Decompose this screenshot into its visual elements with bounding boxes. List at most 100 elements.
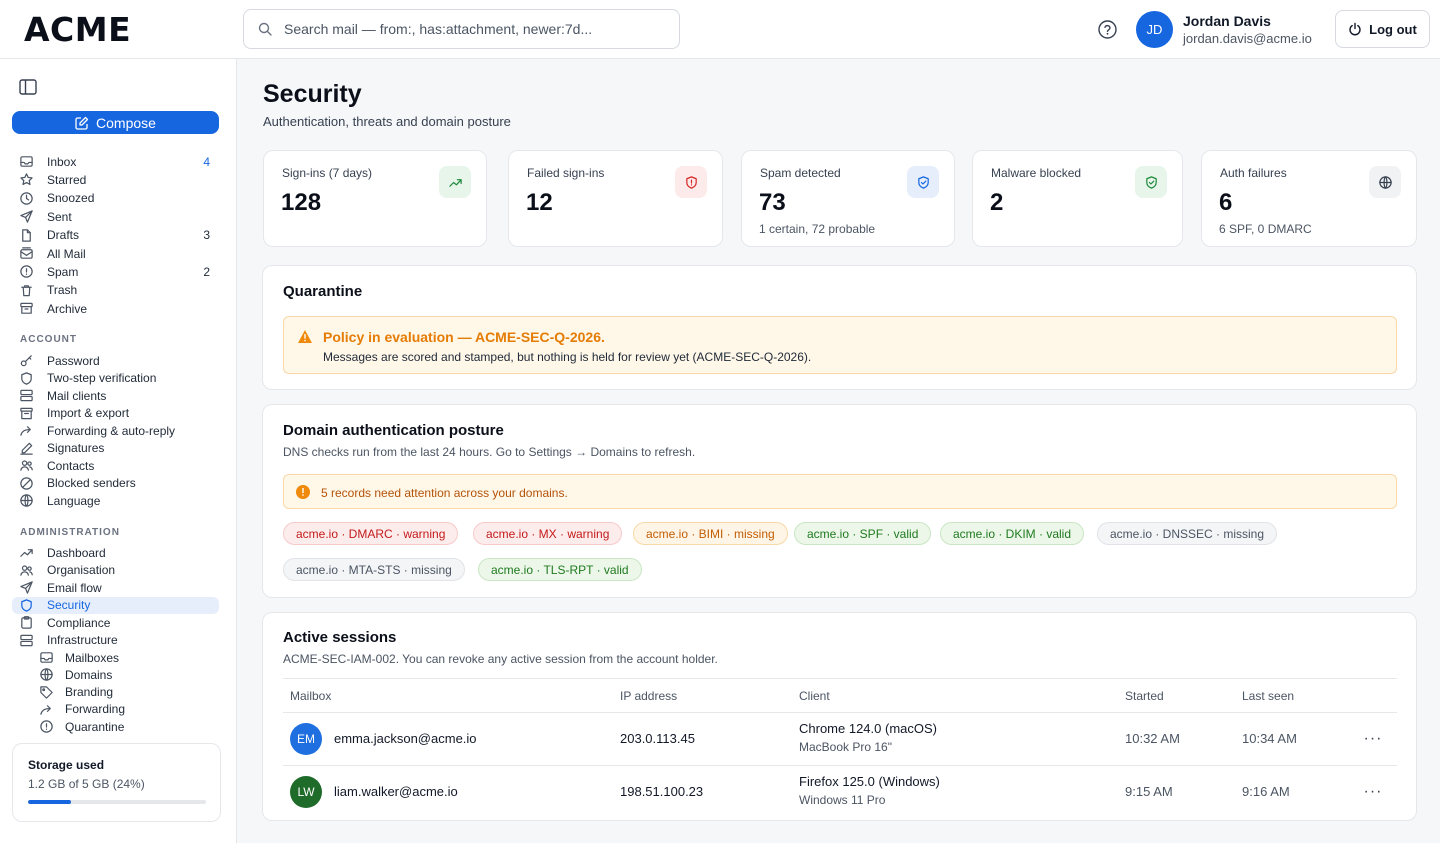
dns-record-chip[interactable]: acme.io · DMARC · warning: [283, 522, 459, 545]
info-icon: [296, 485, 310, 499]
logout-button[interactable]: Log out: [1335, 10, 1430, 48]
stat-value: 2: [990, 189, 1004, 216]
sidebar-item-contacts[interactable]: Contacts: [12, 457, 219, 474]
logout-label: Log out: [1369, 21, 1417, 37]
avatar: EM: [290, 723, 322, 755]
more-actions-icon[interactable]: ···: [1363, 730, 1383, 747]
sidebar-toggle-icon[interactable]: [19, 79, 37, 95]
acme-logo[interactable]: ACME: [24, 10, 132, 49]
storage-title: Storage used: [28, 758, 105, 772]
sidebar-item-label: Sent: [47, 209, 72, 224]
sidebar-item-domains[interactable]: Domains: [12, 666, 219, 683]
tag-icon: [39, 685, 54, 700]
sidebar-item-label: Email flow: [47, 580, 102, 595]
sidebar-item-label: Inbox: [47, 154, 77, 169]
sidebar-item-import-export[interactable]: Import & export: [12, 405, 219, 422]
sidebar-item-label: Language: [47, 493, 101, 508]
user-avatar[interactable]: JD: [1136, 11, 1173, 48]
stat-label: Malware blocked: [991, 166, 1082, 180]
compose-label: Compose: [96, 114, 156, 131]
globe-icon: [39, 667, 54, 682]
shield-check-icon: [1135, 166, 1167, 198]
globe-icon: [1369, 166, 1401, 198]
mailbox-cell[interactable]: emma.jackson@acme.io: [334, 731, 477, 746]
sidebar-item-trash[interactable]: Trash: [12, 282, 219, 299]
storage-bar-fill: [28, 800, 71, 804]
column-header-last-seen: Last seen: [1242, 689, 1295, 703]
sidebar-item-spam[interactable]: Spam 2: [12, 263, 219, 280]
sidebar-item-blocked-senders[interactable]: Blocked senders: [12, 475, 219, 492]
sidebar-item-security[interactable]: Security: [12, 596, 219, 614]
dns-record-chip[interactable]: acme.io · DKIM · valid: [940, 522, 1085, 545]
dns-record-chip[interactable]: acme.io · BIMI · missing: [633, 522, 788, 545]
sidebar-item-organisation[interactable]: Organisation: [12, 562, 219, 579]
sidebar-item-label: Starred: [47, 172, 87, 187]
quarantine-card: Quarantine Policy in evaluation — ACME-S…: [262, 265, 1417, 390]
stat-label: Sign-ins (7 days): [282, 166, 373, 180]
archive-box-icon: [19, 406, 34, 421]
sidebar-item-label: Domains: [65, 667, 113, 682]
sidebar-item-language[interactable]: Language: [12, 492, 219, 509]
dns-record-chip[interactable]: acme.io · TLS-RPT · valid: [478, 558, 642, 581]
sidebar-item-inbox[interactable]: Inbox 4: [12, 153, 219, 170]
user-name: Jordan Davis: [1183, 13, 1271, 29]
trend-icon: [19, 545, 34, 560]
search-box[interactable]: [243, 9, 680, 49]
stat-card-malware-blocked: Malware blocked 2: [972, 150, 1183, 247]
dns-record-chip[interactable]: acme.io · SPF · valid: [794, 522, 932, 545]
help-icon[interactable]: [1097, 19, 1118, 40]
sidebar-item-label: Mail clients: [47, 388, 107, 403]
column-header-client: Client: [799, 689, 830, 703]
search-input[interactable]: [284, 18, 664, 40]
mailbox-cell[interactable]: liam.walker@acme.io: [334, 784, 458, 799]
started-cell: 9:15 AM: [1125, 784, 1173, 799]
device-cell: MacBook Pro 16": [799, 740, 892, 754]
active-sessions-card: Active sessions ACME-SEC-IAM-002. You ca…: [262, 612, 1417, 821]
sidebar-item-dashboard[interactable]: Dashboard: [12, 544, 219, 561]
star-icon: [19, 172, 34, 187]
page-title: Security: [263, 80, 362, 108]
dns-record-chip[interactable]: acme.io · MTA-STS · missing: [283, 558, 465, 581]
more-actions-icon[interactable]: ···: [1363, 783, 1383, 800]
storage-card: Storage used 1.2 GB of 5 GB (24%): [12, 743, 221, 822]
dns-record-chip[interactable]: acme.io · DNSSEC · missing: [1097, 522, 1278, 545]
sidebar-item-quarantine[interactable]: Quarantine: [12, 718, 219, 735]
sidebar-item-starred[interactable]: Starred: [12, 171, 219, 188]
sidebar-item-signatures[interactable]: Signatures: [12, 440, 219, 457]
sidebar-item-branding[interactable]: Branding: [12, 684, 219, 701]
compose-button[interactable]: Compose: [12, 111, 219, 134]
stat-note: 1 certain, 72 probable: [759, 222, 876, 236]
sidebar-item-email-flow[interactable]: Email flow: [12, 579, 219, 596]
sidebar-item-infrastructure[interactable]: Infrastructure: [12, 632, 219, 649]
sidebar-item-forwarding-auto-reply[interactable]: Forwarding & auto-reply: [12, 422, 219, 439]
started-cell: 10:32 AM: [1125, 731, 1180, 746]
sidebar-item-sent[interactable]: Sent: [12, 208, 219, 225]
search-icon: [258, 22, 272, 36]
send-icon: [19, 580, 34, 595]
shield-alert-icon: [675, 166, 707, 198]
sidebar-item-snoozed[interactable]: Snoozed: [12, 190, 219, 207]
sidebar-item-password[interactable]: Password: [12, 352, 219, 369]
sidebar-item-two-step-verification[interactable]: Two-step verification: [12, 370, 219, 387]
dns-record-chip[interactable]: acme.io · MX · warning: [473, 522, 623, 545]
column-header-mailbox: Mailbox: [290, 689, 332, 703]
alert-circle-icon: [19, 264, 34, 279]
last-seen-cell: 9:16 AM: [1242, 784, 1290, 799]
avatar: LW: [290, 776, 322, 808]
user-email: jordan.davis@acme.io: [1183, 31, 1312, 46]
domain-posture-title: Domain authentication posture: [283, 422, 504, 439]
sidebar-item-forwarding[interactable]: Forwarding: [12, 701, 219, 718]
send-icon: [19, 209, 34, 224]
unread-count: 3: [203, 228, 210, 243]
stat-note: 6 SPF, 0 DMARC: [1219, 222, 1312, 236]
sidebar-item-archive[interactable]: Archive: [12, 300, 219, 317]
sidebar-item-mail-clients[interactable]: Mail clients: [12, 387, 219, 404]
sidebar-item-compliance[interactable]: Compliance: [12, 614, 219, 631]
sidebar-item-all-mail[interactable]: All Mail: [12, 245, 219, 262]
sidebar-item-label: Infrastructure: [47, 633, 118, 647]
sidebar-item-label: Contacts: [47, 458, 95, 473]
domain-posture-subtitle: DNS checks run from the last 24 hours. G…: [283, 445, 696, 459]
sidebar-item-label: Archive: [47, 301, 88, 316]
sidebar-item-mailboxes[interactable]: Mailboxes: [12, 649, 219, 666]
sidebar-item-drafts[interactable]: Drafts 3: [12, 227, 219, 244]
